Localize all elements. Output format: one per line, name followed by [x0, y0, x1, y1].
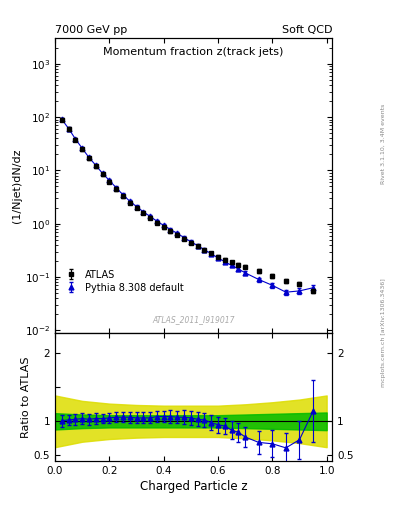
Text: Soft QCD: Soft QCD [282, 25, 332, 35]
Text: 7000 GeV pp: 7000 GeV pp [55, 25, 127, 35]
Text: Rivet 3.1.10, 3.4M events: Rivet 3.1.10, 3.4M events [381, 103, 386, 183]
Text: mcplots.cern.ch [arXiv:1306.3436]: mcplots.cern.ch [arXiv:1306.3436] [381, 279, 386, 387]
Y-axis label: (1/Njet)dN/dz: (1/Njet)dN/dz [12, 148, 22, 223]
Y-axis label: Ratio to ATLAS: Ratio to ATLAS [21, 356, 31, 438]
Text: Momentum fraction z(track jets): Momentum fraction z(track jets) [103, 47, 284, 57]
Legend: ATLAS, Pythia 8.308 default: ATLAS, Pythia 8.308 default [65, 270, 184, 293]
Text: ATLAS_2011_I919017: ATLAS_2011_I919017 [152, 315, 235, 324]
X-axis label: Charged Particle z: Charged Particle z [140, 480, 247, 493]
